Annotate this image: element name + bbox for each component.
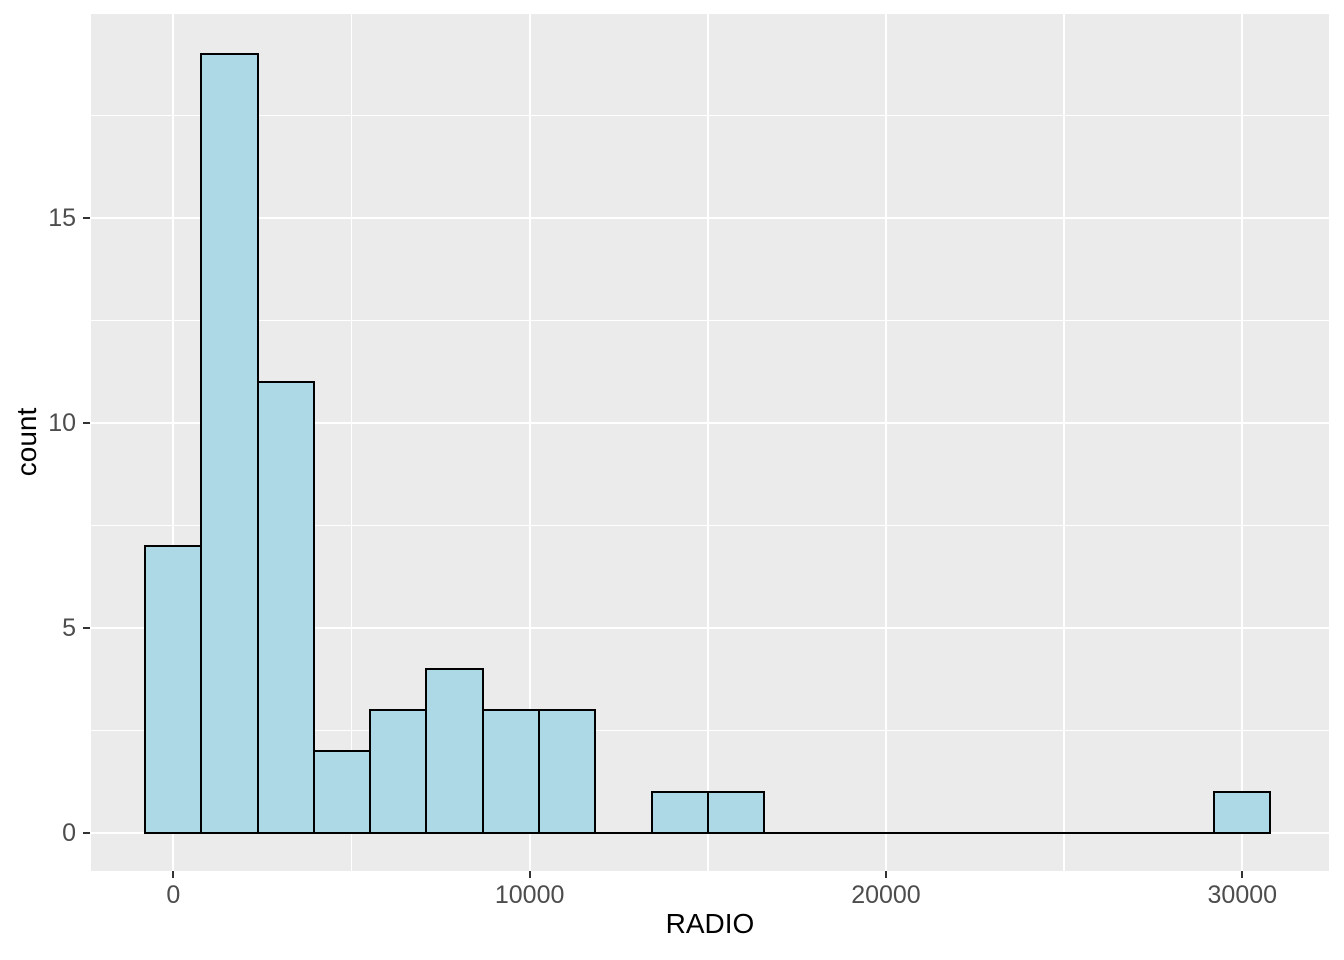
y-axis-title: count — [11, 407, 42, 477]
histogram-bar — [481, 709, 540, 834]
histogram-bar — [425, 668, 484, 834]
x-axis-tick-mark — [1241, 871, 1244, 878]
gridline-vertical-minor — [707, 14, 709, 871]
histogram-bar — [312, 750, 372, 834]
gridline-horizontal-major — [91, 627, 1329, 629]
histogram-bar — [538, 709, 597, 834]
gridline-horizontal-major — [91, 217, 1329, 219]
x-axis-tick-label: 30000 — [1207, 881, 1278, 909]
gridline-horizontal-minor — [91, 524, 1329, 527]
histogram-bar — [256, 381, 315, 834]
y-axis-tick-label: 10 — [48, 409, 76, 437]
gridline-horizontal-minor — [91, 729, 1329, 732]
gridline-vertical-major — [1241, 14, 1244, 871]
y-axis-tick-label: 5 — [62, 614, 76, 642]
gridline-vertical-major — [172, 14, 175, 871]
gridline-vertical-minor — [350, 14, 353, 871]
histogram-bar — [200, 53, 259, 834]
histogram-bar — [650, 791, 709, 834]
histogram-bar — [1213, 791, 1272, 834]
gridline-vertical-major — [528, 14, 531, 871]
x-axis-title: RADIO — [665, 908, 755, 939]
gridline-horizontal-minor — [91, 319, 1329, 322]
gridline-horizontal-minor — [91, 114, 1329, 117]
y-axis-tick-mark — [83, 217, 90, 219]
y-axis-tick-label: 15 — [48, 204, 76, 232]
histogram-bar — [144, 545, 203, 834]
y-axis-tick-mark — [83, 832, 90, 834]
x-axis-tick-label: 20000 — [851, 881, 921, 909]
y-axis-tick-mark — [83, 422, 90, 424]
gridline-horizontal-major — [91, 422, 1329, 424]
y-axis-tick-mark — [83, 627, 90, 629]
x-axis-tick-mark — [884, 871, 887, 878]
x-axis-tick-label: 10000 — [494, 881, 565, 909]
x-axis-tick-mark — [172, 871, 175, 878]
x-axis-tick-label: 0 — [166, 881, 181, 909]
histogram-bar — [706, 791, 766, 834]
y-axis-tick-label: 0 — [62, 819, 76, 847]
histogram-bar — [369, 709, 428, 834]
gridline-vertical-major — [884, 14, 887, 871]
gridline-vertical-minor — [1063, 14, 1065, 871]
plot-panel — [91, 14, 1329, 871]
x-axis-tick-mark — [528, 871, 531, 878]
